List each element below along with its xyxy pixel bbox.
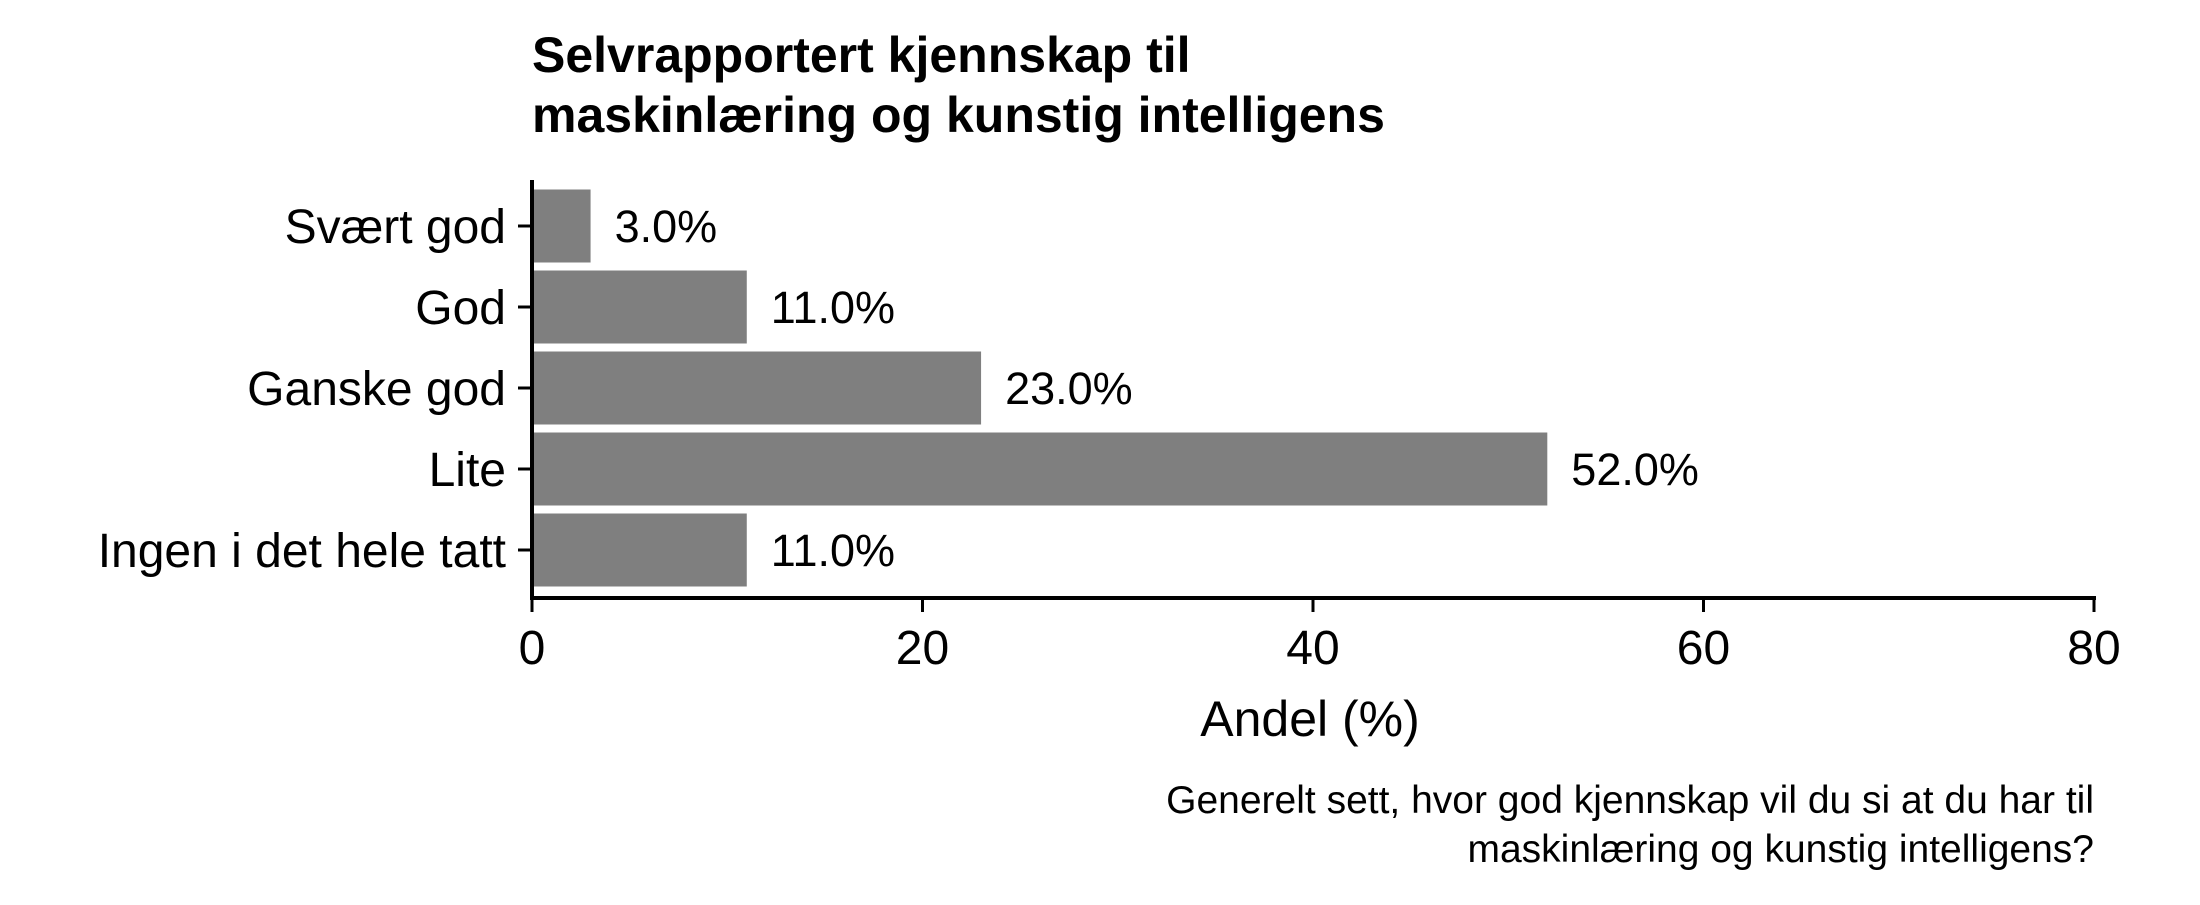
data-label-4: 11.0% — [771, 525, 895, 576]
labels-layer: 3.0% Svært god 11.0% God 23.0% Ganske god 52.0… — [98, 201, 2121, 675]
y-tick-label-2: Ganske god — [247, 363, 506, 416]
x-axis-title: Andel (%) — [1200, 691, 1420, 747]
caption: Generelt sett, hvor god kjennskap vil du… — [1166, 779, 2094, 871]
caption-line-1: Generelt sett, hvor god kjennskap vil du… — [1166, 779, 2094, 822]
chart-title: Selvrapportert kjennskap til maskinlærin… — [532, 27, 1385, 143]
bar-0 — [532, 189, 591, 263]
data-label-3: 52.0% — [1571, 444, 1699, 495]
caption-line-2: maskinlæring og kunstig intelligens? — [1468, 828, 2095, 871]
chart-title-line-2: maskinlæring og kunstig intelligens — [532, 87, 1385, 143]
bar-3 — [532, 432, 1548, 506]
chart-title-line-1: Selvrapportert kjennskap til — [532, 27, 1191, 83]
x-tick-label-4: 80 — [2067, 622, 2120, 675]
bar-4 — [532, 513, 747, 587]
y-tick-label-3: Lite — [429, 444, 506, 497]
y-tick-label-4: Ingen i det hele tatt — [98, 525, 506, 578]
bar-1 — [532, 270, 747, 344]
ticks-layer — [518, 224, 2096, 612]
x-tick-label-3: 60 — [1677, 622, 1730, 675]
x-tick-label-0: 0 — [519, 622, 546, 675]
bars-layer — [532, 189, 1548, 587]
x-tick-label-1: 20 — [896, 622, 949, 675]
y-tick-label-1: God — [415, 282, 506, 335]
y-tick-label-0: Svært god — [285, 201, 506, 254]
data-label-2: 23.0% — [1005, 363, 1133, 414]
data-label-0: 3.0% — [615, 201, 718, 252]
bar-2 — [532, 351, 982, 425]
data-label-1: 11.0% — [771, 282, 895, 333]
x-tick-label-2: 40 — [1286, 622, 1339, 675]
